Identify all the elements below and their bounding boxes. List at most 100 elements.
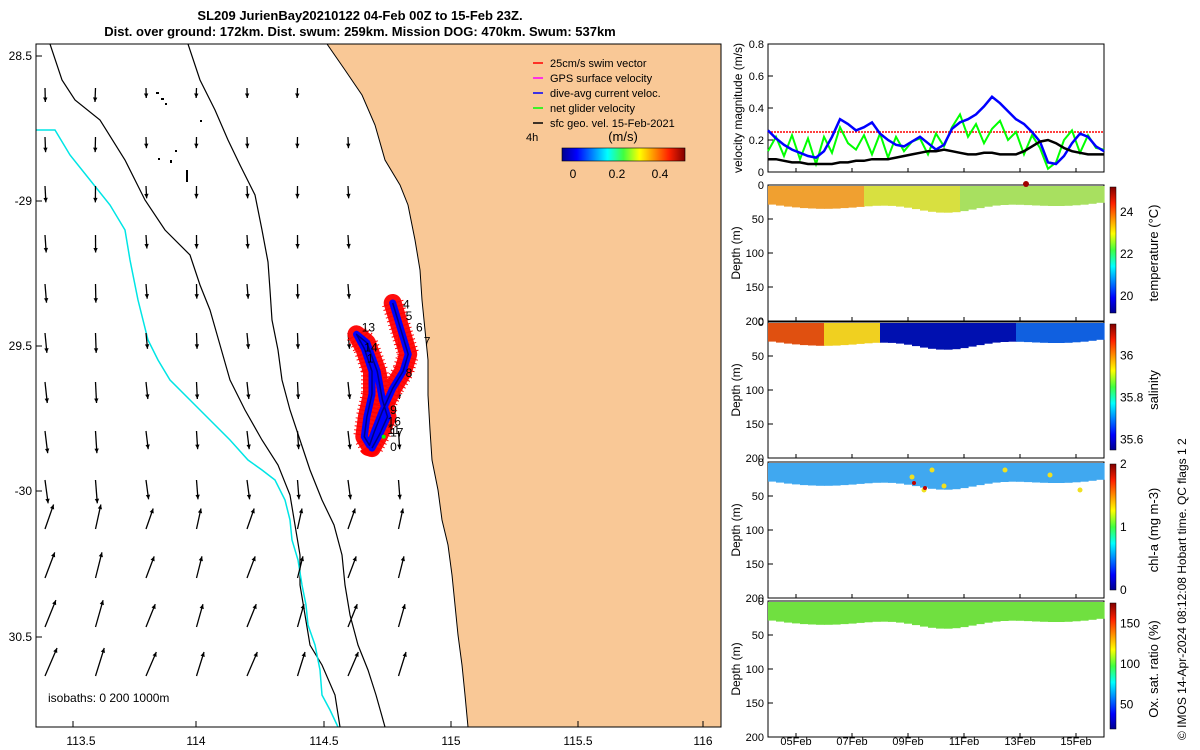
sfc-velocity-arrow	[44, 599, 57, 628]
sfc-velocity-arrowhead	[347, 444, 352, 450]
sfc-velocity-arrowhead	[145, 394, 150, 399]
sfc-velocity-line	[768, 138, 1104, 166]
section-cell	[952, 186, 961, 213]
section-ytick-label: 100	[746, 525, 764, 537]
colorbar-tick-label: 1	[1120, 520, 1127, 534]
sfc-velocity-arrowhead	[144, 243, 149, 249]
section-cell	[880, 323, 889, 343]
sfc-velocity-arrowhead	[43, 197, 48, 203]
map-xtick-label: 113.5	[66, 734, 95, 748]
sfc-velocity-arrowhead	[251, 556, 256, 562]
sfc-velocity-arrowhead	[352, 556, 357, 562]
sfc-velocity-arrowhead	[245, 294, 250, 299]
date-tick-label: 11Feb	[949, 736, 979, 748]
section-cell	[904, 463, 913, 485]
section-cell	[1032, 186, 1041, 206]
section-cell	[1040, 602, 1049, 622]
velocity-ylabel: velocity magnitude (m/s)	[731, 43, 745, 173]
section-cell	[1008, 463, 1017, 482]
sfc-velocity-arrowhead	[250, 508, 255, 514]
section-cell	[928, 463, 937, 489]
date-tick-label: 05Feb	[780, 736, 811, 748]
section-ytick-label: 150	[746, 282, 764, 294]
sfc-velocity-arrowhead	[194, 294, 199, 299]
sfc-velocity-arrowhead	[245, 344, 251, 349]
section-cell	[1024, 186, 1033, 206]
section-cell	[1016, 463, 1025, 482]
section-cell	[776, 186, 785, 206]
chla-peak	[912, 481, 916, 485]
map-xtick-label: 116	[693, 734, 712, 748]
section-cell	[840, 186, 849, 209]
sfc-velocity-arrowhead	[400, 556, 405, 562]
section-ytick-label: 50	[752, 351, 764, 363]
section-cell	[920, 463, 929, 488]
section-cell	[976, 186, 985, 209]
sfc-velocity-arrowhead	[93, 197, 98, 203]
section-cell	[1088, 186, 1097, 204]
section-cell	[848, 323, 857, 345]
section-cell	[984, 186, 993, 207]
section-cell	[792, 463, 801, 485]
track-day-label: 14	[364, 340, 378, 354]
section-cell	[848, 186, 857, 208]
section-cell	[1048, 323, 1057, 343]
section-cell	[1008, 602, 1017, 621]
map-xtick-label: 114.5	[309, 734, 338, 748]
section-cell	[1072, 323, 1081, 343]
sfc-velocity-arrowhead	[98, 552, 103, 558]
section-cell	[920, 323, 929, 348]
section-cell	[1032, 463, 1041, 483]
sfc-velocity-arrowhead	[295, 294, 300, 299]
section-cell	[968, 602, 977, 626]
sfc-velocity-arrowhead	[195, 444, 200, 450]
colorbar-tick-label: 50	[1120, 698, 1134, 712]
section-cell	[992, 186, 1001, 206]
section-cell	[960, 323, 969, 349]
section-cell	[936, 323, 945, 350]
sfc-velocity-arrowhead	[295, 93, 300, 98]
sfc-velocity-arrowhead	[143, 93, 149, 98]
section-cell	[776, 463, 785, 483]
section-ytick-label: 0	[758, 457, 764, 469]
section-cell	[872, 186, 881, 206]
section-ytick-label: 200	[746, 732, 764, 744]
title-line-2: Dist. over ground: 172km. Dist. swum: 25…	[104, 24, 616, 39]
colorbar-tick-label: 20	[1120, 289, 1134, 303]
islands	[156, 92, 202, 182]
track-day-label: 1	[367, 352, 374, 366]
map-ytick-label: -30	[15, 484, 33, 498]
section-ytick-label: 100	[746, 248, 764, 260]
colorbar-label: salinity	[1146, 370, 1161, 410]
sfc-velocity-arrowhead	[295, 344, 301, 349]
sfc-velocity-arrowhead	[295, 193, 300, 199]
sfc-velocity-arrowhead	[93, 147, 98, 153]
sfc-velocity-arrowhead	[346, 294, 351, 299]
sfc-velocity-arrowhead	[354, 652, 359, 657]
sfc-velocity-arrowhead	[151, 604, 156, 610]
date-tick-label: 07Feb	[836, 736, 867, 748]
section-cell	[888, 602, 897, 622]
section-cell	[1040, 186, 1049, 206]
sfc-velocity-arrowhead	[298, 508, 304, 514]
chla-blob	[909, 474, 915, 480]
track-day-label: 4	[403, 298, 410, 312]
sfc-velocity-arrowhead	[44, 398, 49, 403]
section-cell	[1008, 186, 1017, 205]
section-cell	[920, 602, 929, 627]
sfc-velocity-arrowhead	[300, 604, 305, 610]
section-cell	[1080, 323, 1089, 342]
section-cell	[888, 323, 897, 343]
track-day-label: 8	[406, 366, 413, 380]
sfc-velocity-arrowhead	[43, 97, 48, 102]
section-cell	[936, 602, 945, 629]
section-cell	[1016, 323, 1025, 342]
sfc-velocity-arrowhead	[296, 494, 301, 500]
section-cell	[1080, 602, 1089, 621]
section-cell	[800, 463, 809, 486]
map-y-axis: 28.5 -29 29.5 -30 30.5	[9, 49, 42, 644]
section-ylabel: Depth (m)	[729, 642, 743, 695]
section-cell	[872, 602, 881, 622]
